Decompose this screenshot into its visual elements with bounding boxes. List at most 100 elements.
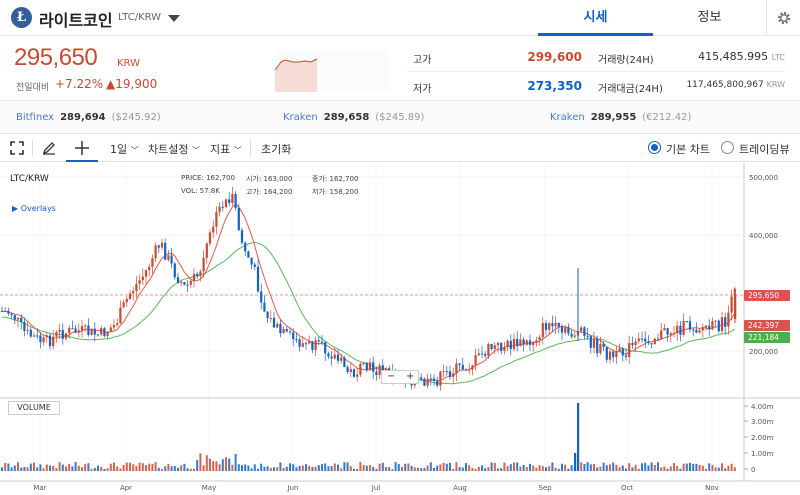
zoom-in-button[interactable]: +	[406, 371, 415, 382]
volume-bar	[574, 453, 577, 471]
candle-body	[708, 325, 711, 330]
candle-body	[484, 353, 487, 356]
volume-bar	[7, 463, 10, 471]
volume-bar	[209, 458, 211, 471]
interval-select[interactable]: 1일 ﹀	[110, 141, 139, 157]
volume-bar	[484, 468, 487, 471]
coin-dropdown-icon[interactable]	[168, 15, 180, 22]
volume-bar	[653, 464, 656, 471]
candle-body	[74, 328, 77, 333]
interval-label: 1일	[110, 143, 128, 156]
candle-body	[567, 327, 570, 334]
volume-bar	[605, 465, 608, 471]
candle-body	[196, 273, 199, 277]
coin-name[interactable]: 라이트코인	[39, 11, 113, 30]
candle-body	[506, 340, 509, 347]
volume-bar	[189, 468, 192, 471]
candle-body	[16, 317, 20, 320]
overlays-toggle[interactable]: ▶ Overlays	[12, 204, 56, 213]
candlestick-chart-canvas[interactable]: 500,000 400,000 200,000 4.00m 3.00m 2.00m 1.00…	[0, 163, 800, 495]
volume-bar	[17, 462, 19, 471]
month-label: Oct	[621, 484, 633, 492]
basic-chart-label[interactable]: 기본 차트	[666, 143, 710, 156]
candle-body	[29, 329, 32, 337]
candle-body	[368, 362, 372, 371]
volume-bar	[61, 464, 64, 471]
tradingview-radio[interactable]	[721, 141, 734, 154]
crosshair-icon	[75, 141, 89, 155]
pencil-icon[interactable]	[42, 141, 56, 155]
volume-bar	[221, 459, 224, 471]
volume-bar	[609, 464, 611, 471]
fullscreen-icon[interactable]	[10, 141, 24, 155]
settings-button[interactable]	[766, 0, 800, 36]
candle-body	[445, 371, 448, 373]
volume-bar	[321, 464, 323, 471]
volume-bar	[36, 467, 39, 471]
ohlc-price-label: PRICE:	[181, 174, 204, 182]
volume-bar	[481, 465, 483, 471]
candle-body	[548, 323, 551, 330]
candle-body	[128, 293, 132, 299]
candle-body	[263, 302, 266, 312]
volume-bar	[276, 467, 279, 471]
coin-pair: LTC/KRW	[118, 12, 162, 23]
volume-bar	[42, 468, 45, 471]
price-chart[interactable]: 500,000 400,000 200,000 4.00m 3.00m 2.00m 1.00…	[0, 163, 800, 495]
candle-body	[183, 282, 186, 285]
reset-button[interactable]: 초기화	[261, 143, 292, 156]
candle-body	[237, 207, 240, 231]
tab-info[interactable]: 정보	[697, 10, 722, 25]
ohlc-vol-label: VOL:	[181, 187, 198, 195]
volume-bar	[145, 465, 147, 471]
volume-bar	[516, 462, 519, 471]
volume-bar	[260, 463, 263, 471]
volume-bar	[346, 462, 349, 471]
candle-body	[509, 340, 512, 350]
volume-bar	[410, 465, 413, 471]
basic-chart-radio[interactable]	[648, 141, 661, 154]
candle-body	[679, 325, 682, 335]
volume-bar	[589, 464, 592, 471]
tradingview-label[interactable]: 트레이딩뷰	[739, 143, 790, 156]
exchange-kraken-eur[interactable]: Kraken 289,955 (€212.42)	[550, 112, 691, 123]
volume-bar	[183, 463, 186, 471]
volume-bar	[650, 462, 653, 471]
candle-body	[554, 322, 557, 327]
candle-body	[36, 335, 39, 337]
chart-settings-label: 차트설정	[148, 143, 189, 156]
candle-body	[477, 353, 480, 356]
tab-quote[interactable]: 시세	[538, 0, 653, 36]
volume-bar	[356, 468, 359, 471]
candle-body	[106, 331, 109, 337]
volume-bar	[433, 467, 435, 471]
volume-bar	[721, 463, 723, 471]
exchange-bitfinex[interactable]: Bitfinex 289,694 ($245.92)	[16, 112, 161, 123]
candle-body	[55, 332, 58, 337]
volume-bar	[279, 462, 282, 471]
candle-body	[602, 343, 605, 348]
volume-bar	[487, 467, 490, 471]
candle-body	[333, 354, 336, 359]
candle-body	[10, 313, 13, 316]
exchange-kraken-usd[interactable]: Kraken 289,658 ($245.89)	[283, 112, 424, 123]
candle-body	[340, 357, 343, 361]
candle-body	[359, 363, 362, 375]
volume-bar	[631, 467, 634, 471]
candle-body	[298, 339, 301, 347]
exchange-name: Kraken	[550, 112, 585, 123]
crosshair-button[interactable]	[66, 134, 98, 162]
zoom-out-button[interactable]: −	[387, 371, 396, 382]
volume-bar	[250, 468, 253, 471]
volume-bar	[698, 464, 701, 471]
volume-bar	[621, 465, 624, 471]
candle-body	[663, 328, 666, 331]
volume-bar	[660, 467, 663, 471]
volume-bar	[442, 462, 445, 471]
candle-body	[93, 328, 96, 335]
volume-bar	[625, 468, 627, 471]
volume-bar	[49, 465, 51, 471]
candle-body	[480, 353, 484, 355]
indicators-menu[interactable]: 지표 ﹀	[210, 141, 242, 157]
chart-settings-menu[interactable]: 차트설정 ﹀	[148, 141, 200, 157]
